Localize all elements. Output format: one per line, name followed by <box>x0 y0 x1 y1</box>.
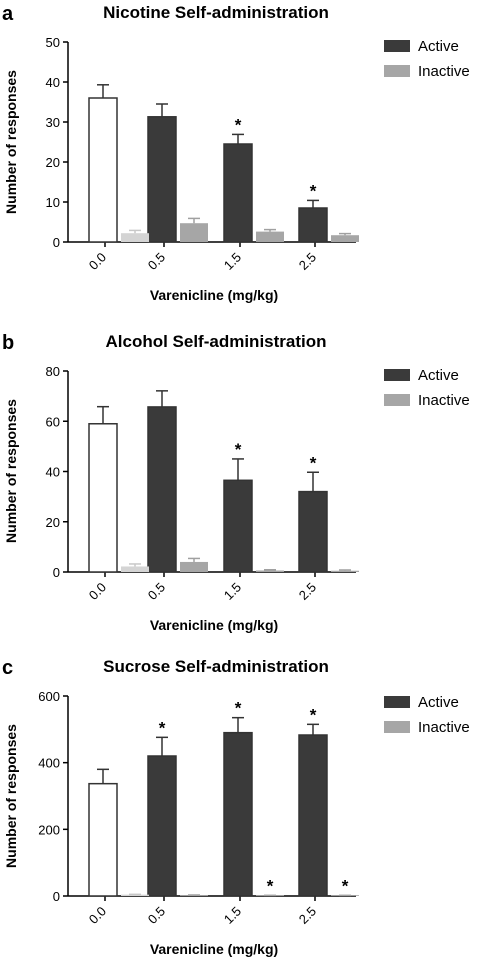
panel-a-bar-active-0 <box>88 97 118 243</box>
panel-a-bar-active-1 <box>147 116 177 243</box>
panel-b-bar-inactive-3 <box>331 570 359 572</box>
panel-a-significance-star: * <box>310 181 317 200</box>
panel-c-legend-label-inactive: Inactive <box>418 719 470 736</box>
panel-a-x-tick-label: 0.5 <box>145 250 168 273</box>
panel-c-bar-active-3 <box>298 734 328 897</box>
panel-a-bar-inactive-2 <box>256 231 284 242</box>
panel-b-bar-active-1 <box>147 406 177 573</box>
panel-b-bar-active-3 <box>298 490 328 573</box>
panel-b-y-tick-label: 0 <box>53 565 60 580</box>
panel-b-legend-label-active: Active <box>418 367 459 384</box>
panel-b-letter: b <box>2 332 14 354</box>
panel-c-bar-active-1 <box>147 755 177 897</box>
panel-c-y-tick-label: 200 <box>38 822 60 837</box>
panel-a-bar-inactive-3 <box>331 235 359 242</box>
panel-a-y-tick-label: 50 <box>46 35 60 50</box>
panel-a-legend-label-inactive: Inactive <box>418 63 470 80</box>
panel-b-y-tick-label: 80 <box>46 364 60 379</box>
panel-a-y-tick-label: 30 <box>46 115 60 130</box>
panel-a-title: Nicotine Self-administration <box>103 3 329 22</box>
panel-a-y-tick-label: 0 <box>53 235 60 250</box>
panel-a-x-tick-label: 1.5 <box>221 250 244 273</box>
panel-c-x-label: Varenicline (mg/kg) <box>150 941 278 957</box>
panel-a-y-tick-label: 20 <box>46 155 60 170</box>
panel-b-bar-active-2 <box>223 479 253 573</box>
panel-a-bar-active-3 <box>298 207 328 243</box>
panel-c-x-tick-label: 2.5 <box>296 904 319 927</box>
panel-c-y-label: Number of responses <box>3 724 19 868</box>
panel-c-significance-star: * <box>235 699 242 718</box>
panel-b-x-tick-label: 0.5 <box>145 580 168 603</box>
panel-a-letter: a <box>2 3 14 25</box>
panel-b-legend-swatch-inactive <box>384 394 410 406</box>
panel-c-title: Sucrose Self-administration <box>103 657 329 676</box>
panel-a-bar-inactive-1 <box>180 223 208 242</box>
panel-b-legend-label-inactive: Inactive <box>418 392 470 409</box>
panel-c-significance-star: * <box>310 705 317 724</box>
panel-b-significance-star: * <box>310 453 317 472</box>
panel-c-significance-star: * <box>342 876 349 895</box>
panel-c-y-tick-label: 400 <box>38 756 60 771</box>
panel-b-x-tick-label: 1.5 <box>221 580 244 603</box>
panel-a-significance-star: * <box>235 115 242 134</box>
panel-c-x-tick-label: 0.5 <box>145 904 168 927</box>
panel-c-x-tick-label: 0.0 <box>86 904 109 927</box>
panel-c-bar-active-2 <box>223 731 253 897</box>
panel-a-y-tick-label: 40 <box>46 75 60 90</box>
panel-a-x-tick-label: 0.0 <box>86 250 109 273</box>
panel-c-significance-star: * <box>267 876 274 895</box>
panel-a-x-label: Varenicline (mg/kg) <box>150 287 278 303</box>
panel-b-y-label: Number of responses <box>3 399 19 543</box>
panel-c-legend-swatch-active <box>384 696 410 708</box>
panel-c-letter: c <box>2 657 13 679</box>
panel-b-y-tick-label: 60 <box>46 414 60 429</box>
panel-a-y-label: Number of responses <box>3 70 19 214</box>
panel-c-legend-swatch-inactive <box>384 721 410 733</box>
panel-b-x-tick-label: 0.0 <box>86 580 109 603</box>
panel-b-title: Alcohol Self-administration <box>105 332 326 351</box>
panel-c-bar-inactive-0 <box>121 894 149 896</box>
panel-a-bar-inactive-0 <box>121 233 149 242</box>
panel-a-bar-active-2 <box>223 143 253 243</box>
panel-c-bar-active-0 <box>88 782 118 897</box>
panel-c-x-tick-label: 1.5 <box>221 904 244 927</box>
panel-b-y-tick-label: 20 <box>46 515 60 530</box>
panel-a-y-tick-label: 10 <box>46 195 60 210</box>
panel-c-significance-star: * <box>159 718 166 737</box>
panel-a-legend-swatch-inactive <box>384 65 410 77</box>
panel-b-y-tick-label: 40 <box>46 465 60 480</box>
panel-a-x-tick-label: 2.5 <box>296 250 319 273</box>
panel-c-legend-label-active: Active <box>418 694 459 711</box>
panel-a-legend-swatch-active <box>384 40 410 52</box>
panel-b-bar-inactive-1 <box>180 561 208 572</box>
panel-b-bar-active-0 <box>88 423 118 573</box>
panel-b-significance-star: * <box>235 440 242 459</box>
panel-b-x-label: Varenicline (mg/kg) <box>150 617 278 633</box>
panel-a-legend-label-active: Active <box>418 38 459 55</box>
panel-b-legend-swatch-active <box>384 369 410 381</box>
panel-c-y-tick-label: 600 <box>38 689 60 704</box>
panel-b-x-tick-label: 2.5 <box>296 580 319 603</box>
panel-c-y-tick-label: 0 <box>53 889 60 904</box>
panel-b-bar-inactive-2 <box>256 570 284 572</box>
panel-b-bar-inactive-0 <box>121 566 149 572</box>
